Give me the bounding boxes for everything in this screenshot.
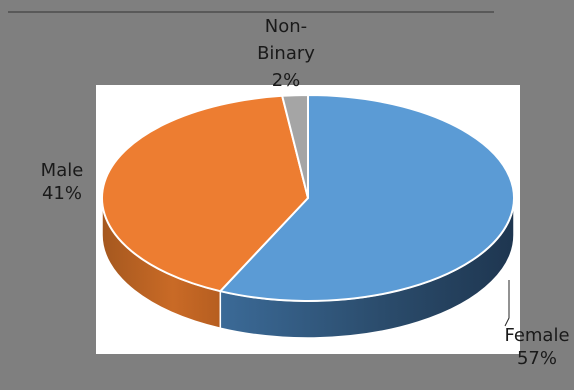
data-label-male-line: 41%: [42, 183, 82, 204]
leader-line-female: [504, 280, 510, 327]
data-label-male-line: Male: [41, 160, 84, 181]
data-label-non-binary: Non- Binary 2%: [257, 16, 315, 91]
data-label-non-binary-line: 2%: [272, 70, 301, 91]
pie-slice-non-binary: [281, 93, 309, 199]
leader-lines: [504, 280, 510, 327]
data-label-male: Male 41%: [41, 160, 84, 204]
slices-layer: [101, 93, 515, 339]
data-labels: Female 57% Male 41% Non- Binary 2%: [41, 16, 570, 369]
data-label-female: Female 57%: [504, 325, 569, 369]
data-label-non-binary-line: Binary: [257, 43, 315, 64]
pie-slice-male: [101, 94, 309, 293]
pie-slice-female: [219, 94, 515, 302]
data-label-female-line: 57%: [517, 348, 557, 369]
data-label-female-line: Female: [504, 325, 569, 346]
data-label-non-binary-line: Non-: [265, 16, 307, 37]
